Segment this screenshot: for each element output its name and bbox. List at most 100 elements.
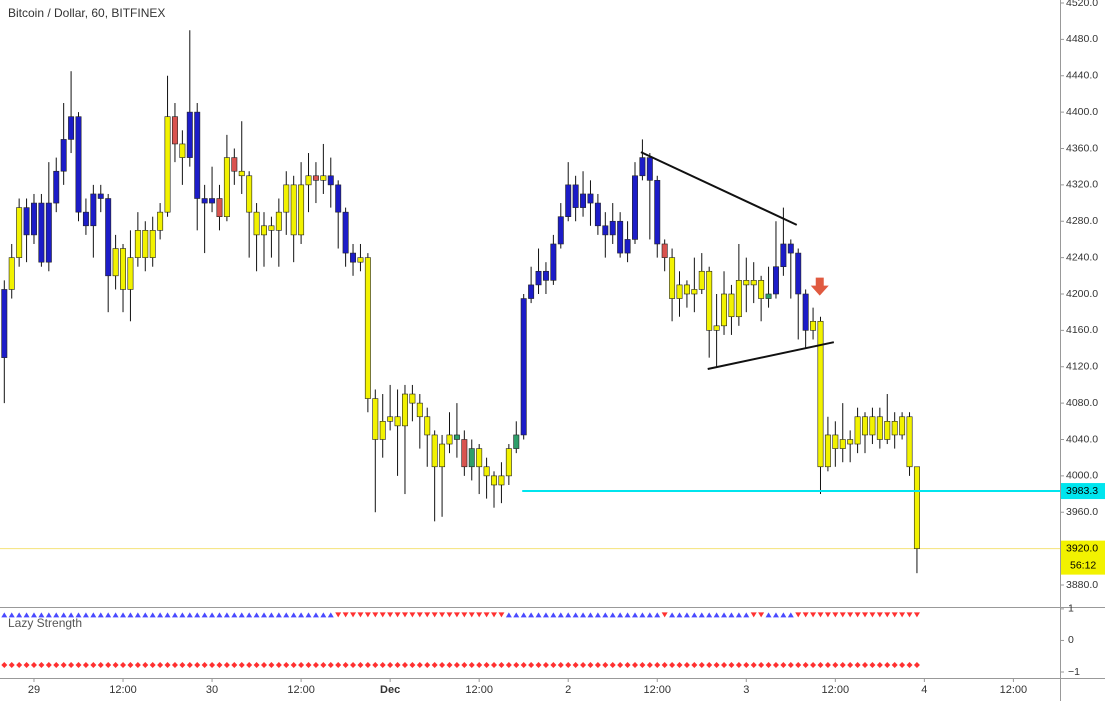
signal-diamond — [90, 662, 97, 669]
signal-diamond — [772, 662, 779, 669]
strength-triangle — [802, 612, 809, 618]
signal-diamond — [528, 662, 535, 669]
y-tick-label: 4400.0 — [1066, 106, 1098, 118]
candle-body — [721, 293, 728, 327]
signal-diamond — [491, 662, 498, 669]
strength-triangle — [350, 612, 357, 618]
candle-body — [765, 293, 772, 299]
candle-body — [157, 211, 164, 231]
strength-triangle — [342, 612, 349, 618]
candle-body — [8, 257, 15, 290]
candle-body — [542, 270, 549, 281]
strength-triangle — [661, 612, 668, 618]
candle-body — [216, 198, 223, 218]
strength-triangle — [149, 612, 156, 618]
candle-body — [327, 175, 334, 186]
candle-body — [728, 293, 735, 318]
strength-triangle — [305, 612, 312, 618]
signal-diamond — [446, 662, 453, 669]
strength-triangle — [164, 612, 171, 618]
strength-triangle — [810, 612, 817, 618]
signal-diamond — [854, 662, 861, 669]
candle-body — [416, 402, 423, 418]
candle-body — [305, 175, 312, 186]
candle-body — [735, 280, 742, 318]
candle-body — [483, 466, 490, 477]
signal-diamond — [120, 662, 127, 669]
signal-diamond — [824, 662, 831, 669]
candle-body — [817, 320, 824, 468]
candle-body — [105, 198, 112, 277]
candle-body — [476, 448, 483, 468]
signal-diamond — [416, 662, 423, 669]
strength-triangle — [832, 612, 839, 618]
candle-body — [350, 252, 357, 263]
candle-body — [142, 230, 149, 258]
candle-body — [461, 439, 468, 468]
signal-diamond — [357, 662, 364, 669]
candle-body — [550, 243, 557, 281]
signal-diamond — [713, 662, 720, 669]
candle-body — [201, 198, 208, 204]
candle-body — [847, 439, 854, 445]
signal-diamond — [350, 662, 357, 669]
signal-diamond — [401, 662, 408, 669]
strength-triangle — [90, 612, 97, 618]
y-tick-label: 4080.0 — [1066, 397, 1098, 409]
strength-triangle — [542, 612, 549, 618]
signal-diamond — [483, 662, 490, 669]
strength-triangle — [580, 612, 587, 618]
signal-diamond — [268, 662, 275, 669]
signal-diamond — [572, 662, 579, 669]
candle-body — [253, 211, 260, 236]
signal-diamond — [587, 662, 594, 669]
signal-diamond — [164, 662, 171, 669]
candle-body — [505, 448, 512, 477]
signal-diamond — [112, 662, 119, 669]
signal-diamond — [105, 662, 112, 669]
candle-body — [171, 116, 178, 145]
strength-triangle — [594, 612, 601, 618]
signal-diamond — [186, 662, 193, 669]
strength-triangle — [839, 612, 846, 618]
signal-diamond — [795, 662, 802, 669]
candle-body — [275, 211, 282, 231]
strength-triangle — [609, 612, 616, 618]
signal-diamond — [305, 662, 312, 669]
signal-diamond — [550, 662, 557, 669]
candle-body — [394, 416, 401, 427]
x-tick-label: 29 — [28, 684, 40, 696]
candle-body — [246, 175, 253, 213]
candle-body — [402, 393, 408, 427]
strength-triangle — [646, 612, 653, 618]
candle-body — [424, 416, 431, 436]
signal-diamond — [676, 662, 683, 669]
signal-diamond — [335, 662, 342, 669]
candle-body — [31, 202, 37, 236]
candle-body — [97, 193, 104, 199]
candle-body — [795, 252, 802, 295]
candle-body — [223, 157, 230, 218]
signal-diamond — [134, 662, 141, 669]
strength-triangle — [275, 612, 282, 618]
strength-triangle — [787, 612, 794, 618]
candle-body — [899, 416, 906, 436]
y-tick-label: 4200.0 — [1066, 288, 1098, 300]
strength-triangle — [772, 612, 779, 618]
signal-diamond — [16, 662, 23, 669]
signal-diamond — [728, 662, 735, 669]
candle-body — [884, 421, 891, 440]
signal-diamond — [372, 662, 379, 669]
strength-triangle — [186, 612, 193, 618]
strength-triangle — [23, 612, 30, 618]
strength-triangle — [617, 612, 624, 618]
strength-triangle — [446, 612, 453, 618]
candle-body — [16, 207, 23, 258]
strength-triangle — [654, 612, 661, 618]
level-tag — [1061, 483, 1105, 500]
strength-triangle — [1, 612, 8, 618]
signal-diamond — [60, 662, 67, 669]
strength-triangle — [706, 612, 713, 618]
x-tick-label: 12:00 — [1000, 684, 1028, 696]
